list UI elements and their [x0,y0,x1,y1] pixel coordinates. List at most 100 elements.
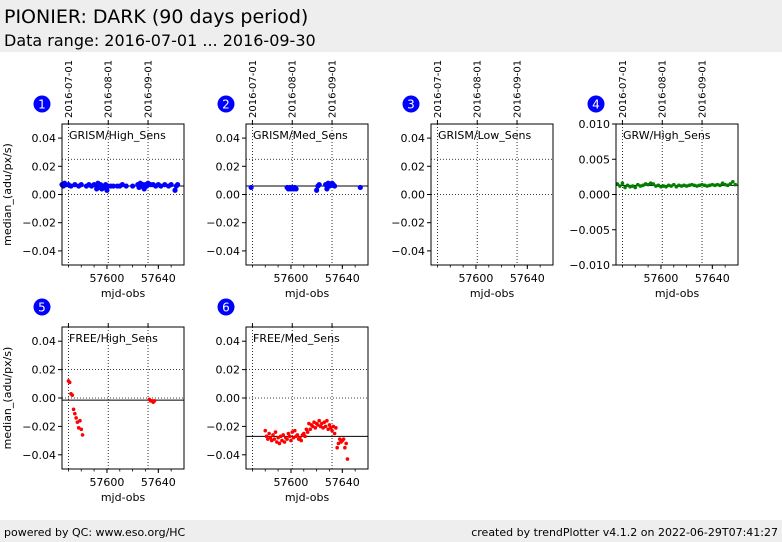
y-tick-label: 0.02 [216,160,241,173]
data-point [267,431,271,436]
data-point [323,424,328,429]
x-axis-label: mjd-obs [285,491,330,504]
panel-number-badge [217,298,235,316]
data-point [286,431,291,436]
chart-panel-5: 5 −0.04 −0.02 0.00 0.02 0.04 57600 57640 FREE/Hi… [1,298,185,504]
data-point [651,182,656,186]
y-tick-label: −0.02 [22,420,56,433]
y-tick-label: −0.02 [206,420,240,433]
y-tick-label: 0.02 [401,160,426,173]
y-tick-label: 0.04 [216,132,241,145]
y-tick-label: 0.00 [32,189,57,202]
y-tick-label: 0.00 [216,189,241,202]
x-tick-label: 57600 [643,272,678,285]
panel-mode-label: GRISM/High_Sens [69,129,166,142]
x-tick-label: 57640 [510,272,545,285]
data-point [303,434,307,439]
panel-number-label: 5 [38,301,46,315]
data-point [618,184,622,188]
data-point [332,431,337,436]
data-point [73,411,77,416]
data-point [282,440,287,444]
y-axis-label: median_(adu/px/s) [1,143,14,246]
y-tick-label: −0.02 [22,217,56,230]
data-point [248,184,254,191]
y-tick-label: 0.000 [579,189,611,202]
data-point [313,426,318,430]
data-point [298,435,302,440]
data-point [327,423,332,427]
x-tick-label: 57640 [141,272,176,285]
y-tick-label: −0.04 [206,245,240,258]
panel-number-badge [217,95,235,113]
data-point [341,437,346,441]
y-tick-label: 0.02 [32,160,57,173]
x-tick-label: 57640 [695,272,730,285]
data-point [172,187,178,193]
x-axis-label: mjd-obs [101,287,146,300]
y-tick-label: 0.04 [216,335,241,348]
data-point [316,182,322,188]
x-tick-label: 57600 [273,272,308,285]
data-point [345,457,350,461]
y-tick-label: 0.04 [32,335,57,348]
data-point [733,182,738,187]
y-tick-label: 0.04 [401,132,426,145]
data-point [152,399,157,403]
data-point [123,183,129,189]
data-point [299,438,304,443]
chart-panel-1: 1 −0.04 −0.02 0.00 0.02 0.04 57600 57640 2016-07… [1,60,185,300]
page-title: PIONIER: DARK (90 days period) [4,6,309,28]
data-point [78,182,84,188]
y-axis-label: median_(adu/px/s) [1,347,14,450]
data-point [728,182,733,186]
data-range-subtitle: Data range: 2016-07-01 ... 2016-09-30 [4,31,316,50]
chart-panel-6: 6 −0.04 −0.02 0.00 0.02 0.04 57600 57640 FREE/Me… [206,298,369,504]
report-header: PIONIER: DARK (90 days period) Data rang… [0,0,782,52]
panel-mode-label: FREE/High_Sens [69,332,158,345]
data-point [731,180,735,184]
data-point [74,416,78,420]
panel-number-badge [587,95,605,113]
data-point [287,434,292,439]
data-point [344,441,348,446]
x-axis-label: mjd-obs [101,491,146,504]
top-date-label: 2016-09-01 [144,60,155,118]
data-point [80,433,85,437]
data-point [271,433,275,437]
panel-number-label: 2 [222,98,230,112]
data-point [293,186,299,192]
panel-number-badge [33,95,51,113]
y-tick-label: −0.02 [206,217,240,230]
panel-number-label: 1 [38,98,46,112]
data-point [671,182,676,187]
y-tick-label: −0.005 [569,224,610,237]
data-point [264,434,269,439]
y-tick-label: 0.010 [579,118,611,131]
y-tick-label: 0.00 [401,189,426,202]
x-axis-label: mjd-obs [285,287,330,300]
panel-mode-label: GRISM/Low_Sens [438,129,531,142]
panel-number-label: 6 [222,301,230,315]
y-tick-label: 0.02 [216,364,241,377]
data-point [110,183,116,189]
data-point [79,427,84,432]
top-date-label: 2016-09-01 [328,60,339,118]
data-point [620,181,625,186]
y-tick-label: −0.010 [569,259,610,272]
top-date-label: 2016-08-01 [104,60,115,118]
footer-powered-by: powered by QC: www.eso.org/HC [4,526,186,539]
top-date-label: 2016-08-01 [658,60,669,118]
y-tick-label: −0.04 [22,449,56,462]
y-tick-label: 0.00 [32,392,57,405]
panel-mode-label: GRW/High_Sens [623,129,711,142]
data-point [623,185,627,190]
data-point [293,428,297,433]
data-point [272,437,277,441]
data-point [130,183,136,189]
panel-number-badge [402,95,420,113]
footer-created-by: created by trendPlotter v4.1.2 on 2022-0… [471,526,778,539]
x-tick-label: 57600 [273,476,308,489]
data-point [70,393,75,397]
data-point [268,435,273,440]
